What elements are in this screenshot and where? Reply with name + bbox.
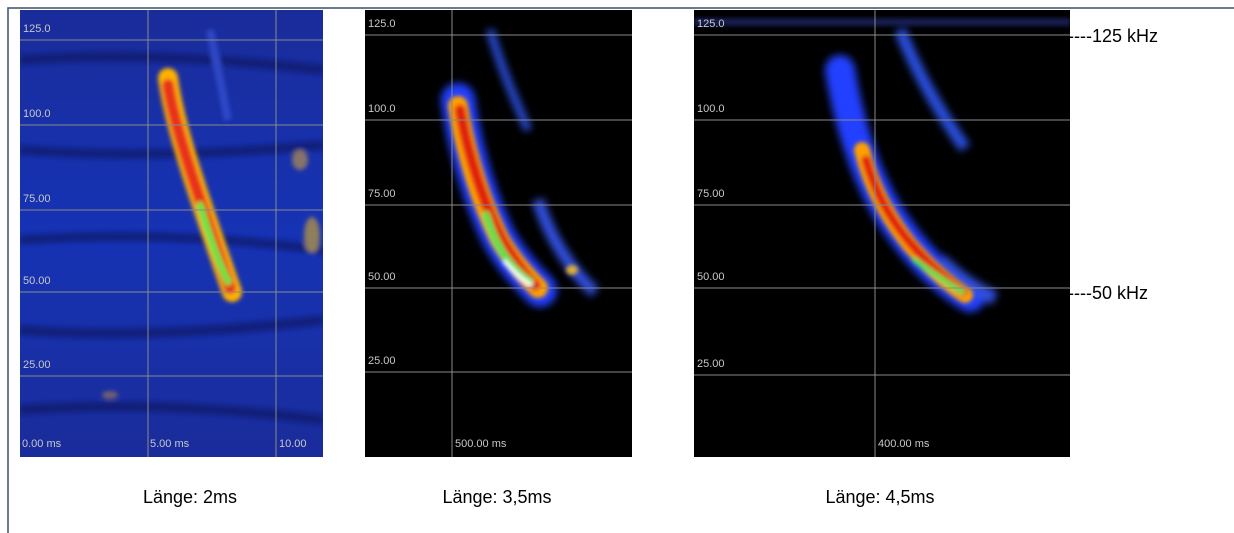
call-core xyxy=(448,96,578,298)
caption: Länge: 4,5ms xyxy=(825,487,934,507)
y-tick-label: 100.0 xyxy=(23,108,51,120)
x-tick-label: 10.00 xyxy=(279,438,307,450)
x-tick-label: 500.00 ms xyxy=(455,438,507,450)
x-tick-label: 0.00 ms xyxy=(22,438,62,450)
y-tick-label: 25.00 xyxy=(368,355,396,367)
panel-background xyxy=(694,10,1070,457)
caption: Länge: 3,5ms xyxy=(442,487,551,507)
annotation: ----125 kHz xyxy=(1068,26,1158,46)
y-tick-label: 25.00 xyxy=(697,358,725,370)
y-tick-label: 100.0 xyxy=(697,103,725,115)
call xyxy=(158,68,242,302)
caption: Länge: 2ms xyxy=(143,487,237,507)
band xyxy=(694,18,1070,26)
y-tick-label: 50.00 xyxy=(368,271,396,283)
panel-3: 125.0 100.0 75.00 50.00 25.00 400.00 ms xyxy=(694,10,1070,457)
noise xyxy=(20,29,323,425)
y-tick-label: 100.0 xyxy=(368,103,396,115)
y-tick-label: 25.00 xyxy=(23,359,51,371)
y-tick-label: 50.00 xyxy=(697,271,725,283)
y-tick-label: 125.0 xyxy=(23,23,51,35)
frame xyxy=(7,7,1234,533)
panel-1: 125.0 100.0 75.00 50.00 25.00 0.00 ms 5.00 ms 1… xyxy=(20,10,323,457)
y-tick-label: 125.0 xyxy=(697,18,725,30)
x-tick-label: 5.00 ms xyxy=(150,438,190,450)
panel-2: 125.0 100.0 75.00 50.00 25.00 500.00 ms xyxy=(365,10,632,457)
annotation: ----50 kHz xyxy=(1068,283,1148,303)
call-core xyxy=(854,142,973,303)
y-tick-label: 75.00 xyxy=(697,188,725,200)
y-tick-label: 75.00 xyxy=(23,193,51,205)
y-tick-label: 75.00 xyxy=(368,188,396,200)
y-tick-label: 125.0 xyxy=(368,18,396,30)
y-tick-label: 50.00 xyxy=(23,275,51,287)
x-tick-label: 400.00 ms xyxy=(878,438,930,450)
